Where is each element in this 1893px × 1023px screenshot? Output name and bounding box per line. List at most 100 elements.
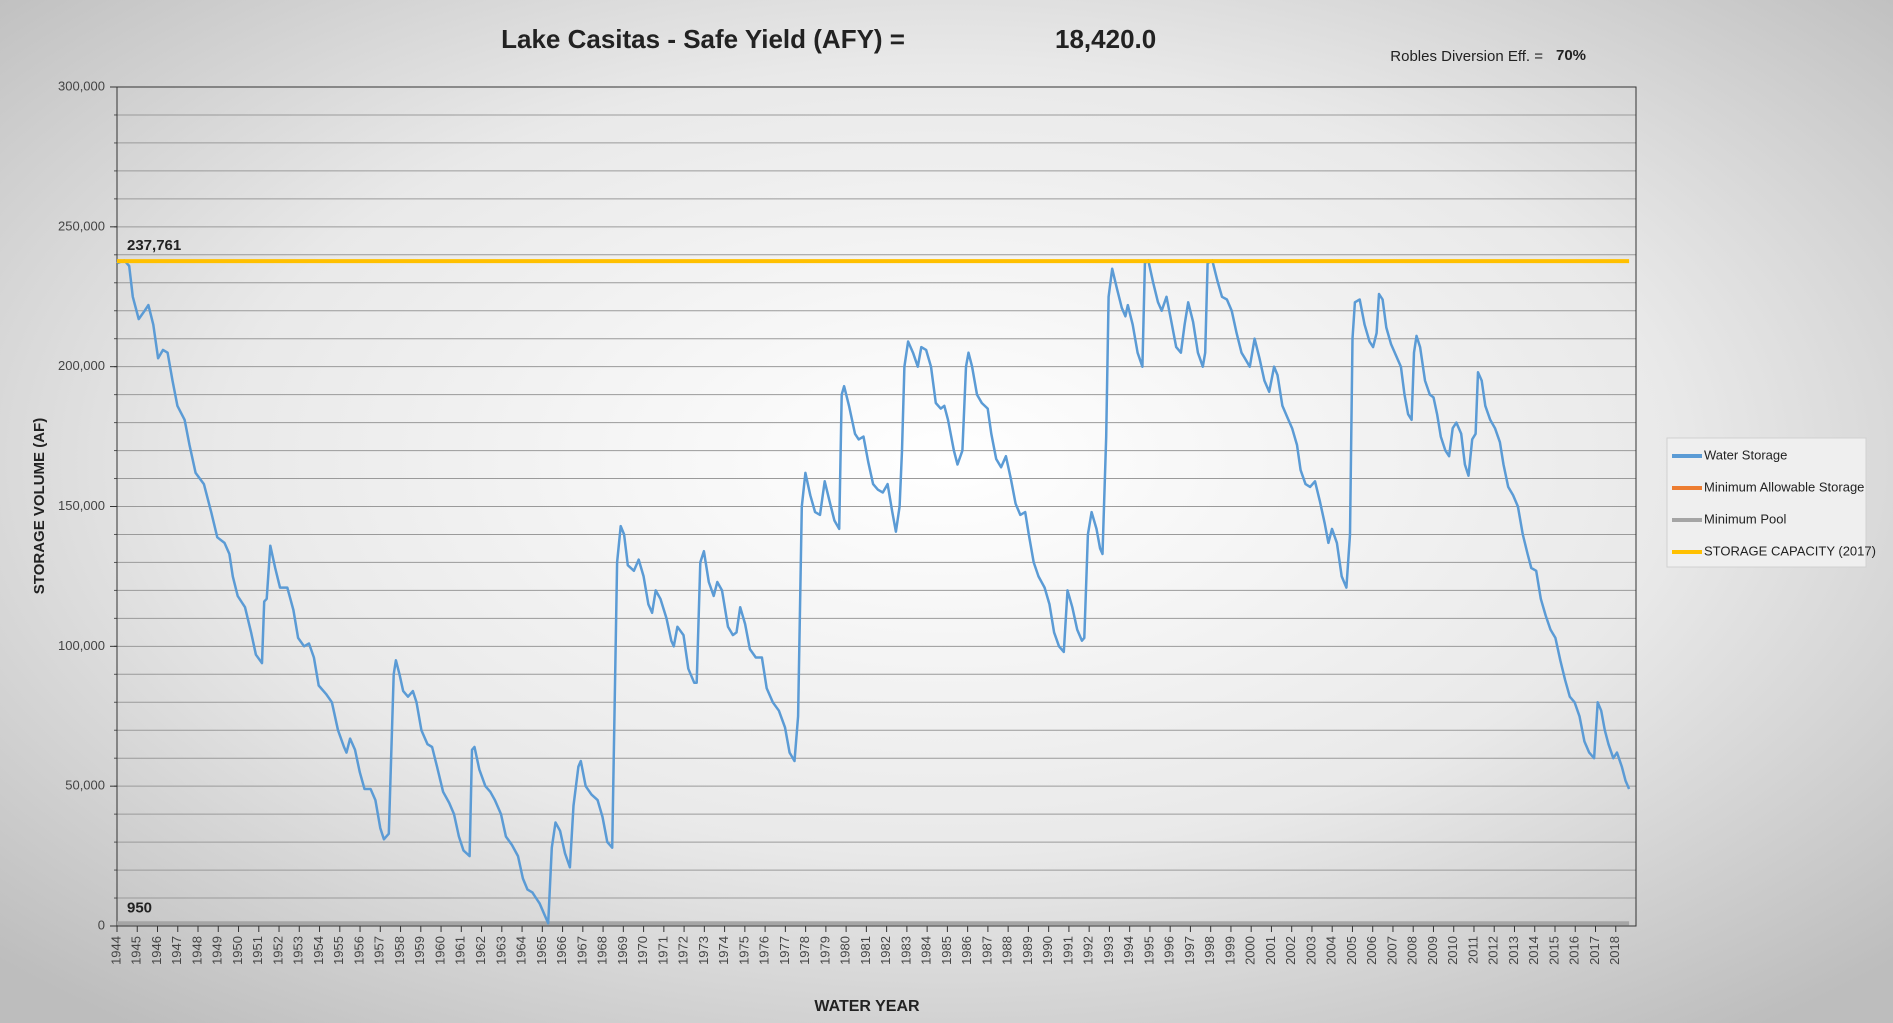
chart-title: Lake Casitas - Safe Yield (AFY) =	[501, 24, 905, 54]
x-tick-label: 1952	[270, 936, 285, 965]
x-tick-label: 2002	[1283, 936, 1298, 965]
x-tick-label: 1985	[939, 936, 954, 965]
x-tick-label: 2003	[1303, 936, 1318, 965]
x-tick-label: 1960	[432, 936, 447, 965]
x-tick-label: 1984	[919, 936, 934, 965]
x-tick-label: 1979	[817, 936, 832, 965]
y-tick-label: 150,000	[58, 498, 105, 513]
x-tick-label: 1947	[169, 936, 184, 965]
x-tick-label: 2015	[1546, 936, 1561, 965]
x-tick-label: 1962	[473, 936, 488, 965]
x-tick-label: 1970	[635, 936, 650, 965]
x-tick-label: 1973	[696, 936, 711, 965]
y-tick-label: 300,000	[58, 78, 105, 93]
x-tick-label: 1953	[291, 936, 306, 965]
y-tick-label: 50,000	[65, 778, 105, 793]
x-tick-label: 1982	[878, 936, 893, 965]
legend-box	[1666, 437, 1867, 568]
legend-label: STORAGE CAPACITY (2017)	[1704, 543, 1876, 558]
legend-label: Minimum Pool	[1704, 511, 1786, 526]
x-tick-label: 1990	[1040, 936, 1055, 965]
x-tick-label: 1946	[149, 936, 164, 965]
x-tick-label: 1944	[108, 936, 123, 965]
x-tick-label: 1959	[412, 936, 427, 965]
x-tick-label: 1995	[1141, 936, 1156, 965]
x-axis-label: WATER YEAR	[814, 998, 920, 1015]
subtitle-value: 70%	[1556, 47, 1586, 64]
x-tick-label: 1963	[493, 936, 508, 965]
x-tick-label: 1981	[858, 936, 873, 965]
x-tick-label: 1967	[574, 936, 589, 965]
y-tick-label: 200,000	[58, 358, 105, 373]
subtitle: Robles Diversion Eff. =	[1390, 48, 1543, 65]
x-tick-label: 1958	[392, 936, 407, 965]
x-tick-label: 1968	[595, 936, 610, 965]
plot-frame	[116, 86, 1637, 927]
x-tick-label: 1983	[898, 936, 913, 965]
x-tick-label: 1972	[676, 936, 691, 965]
x-tick-label: 1988	[1000, 936, 1015, 965]
x-tick-label: 2008	[1405, 936, 1420, 965]
x-tick-label: 1971	[655, 936, 670, 965]
x-tick-label: 2016	[1567, 936, 1582, 965]
x-tick-label: 1993	[1101, 936, 1116, 965]
x-tick-label: 1951	[250, 936, 265, 965]
x-tick-label: 1976	[757, 936, 772, 965]
x-tick-label: 2005	[1344, 936, 1359, 965]
x-tick-label: 2001	[1263, 936, 1278, 965]
x-tick-label: 1950	[230, 936, 245, 965]
y-tick-label: 0	[98, 917, 105, 932]
x-tick-label: 1964	[514, 936, 529, 965]
legend-label: Water Storage	[1704, 447, 1787, 462]
x-tick-label: 1966	[554, 936, 569, 965]
x-tick-label: 1949	[210, 936, 225, 965]
x-tick-label: 1975	[736, 936, 751, 965]
x-tick-label: 1986	[959, 936, 974, 965]
x-tick-label: 1965	[534, 936, 549, 965]
x-tick-label: 1980	[838, 936, 853, 965]
x-tick-label: 1961	[453, 936, 468, 965]
x-tick-label: 1974	[716, 936, 731, 965]
x-tick-label: 2012	[1486, 936, 1501, 965]
legend-label: Minimum Allowable Storage	[1704, 479, 1864, 494]
x-tick-label: 1945	[129, 936, 144, 965]
x-tick-label: 1955	[331, 936, 346, 965]
x-tick-label: 1957	[372, 936, 387, 965]
x-tick-label: 1948	[189, 936, 204, 965]
x-tick-label: 1977	[777, 936, 792, 965]
x-tick-label: 1998	[1202, 936, 1217, 965]
x-tick-label: 2010	[1445, 936, 1460, 965]
x-tick-label: 2011	[1465, 936, 1480, 964]
x-tick-label: 1987	[979, 936, 994, 965]
x-tick-label: 1999	[1222, 936, 1237, 965]
x-tick-label: 1954	[311, 936, 326, 965]
x-tick-label: 2007	[1384, 936, 1399, 965]
x-tick-label: 2018	[1607, 936, 1622, 965]
x-tick-label: 2009	[1425, 936, 1440, 965]
x-tick-label: 1989	[1020, 936, 1035, 965]
x-tick-label: 1978	[797, 936, 812, 965]
x-tick-label: 2000	[1243, 936, 1258, 965]
y-tick-label: 250,000	[58, 218, 105, 233]
x-tick-label: 1997	[1182, 936, 1197, 965]
value-label: 237,761	[127, 237, 181, 254]
x-tick-label: 2013	[1506, 936, 1521, 965]
series-line	[116, 259, 1631, 925]
x-tick-label: 1994	[1121, 936, 1136, 965]
x-tick-label: 2014	[1526, 936, 1541, 965]
x-tick-label: 1969	[615, 936, 630, 965]
x-tick-label: 1996	[1162, 936, 1177, 965]
x-tick-label: 2017	[1587, 936, 1602, 965]
title-value: 18,420.0	[1055, 24, 1156, 54]
x-tick-label: 1992	[1081, 936, 1096, 965]
y-axis-label: STORAGE VOLUME (AF)	[31, 418, 48, 594]
x-tick-label: 2006	[1364, 936, 1379, 965]
x-tick-label: 1956	[351, 936, 366, 965]
value-label: 950	[127, 899, 152, 916]
x-tick-label: 1991	[1060, 936, 1075, 965]
y-tick-label: 100,000	[58, 638, 105, 653]
x-tick-label: 2004	[1324, 936, 1339, 965]
